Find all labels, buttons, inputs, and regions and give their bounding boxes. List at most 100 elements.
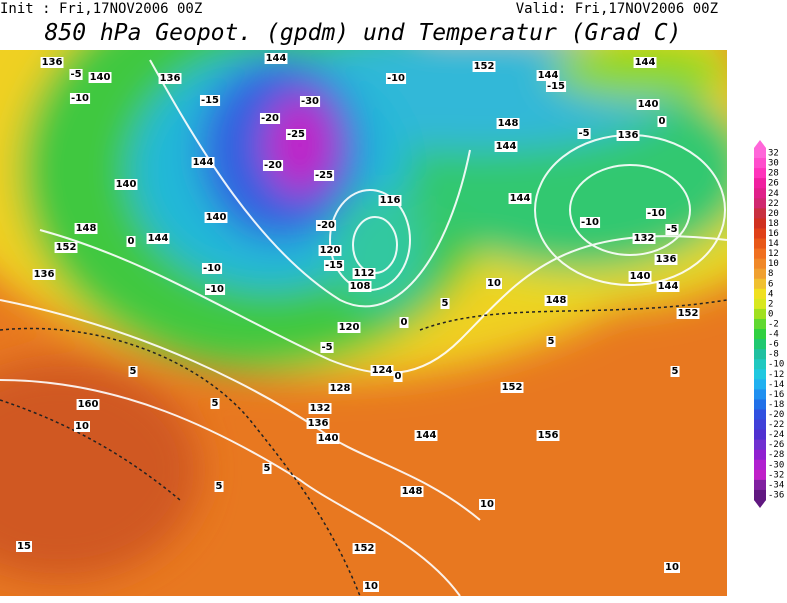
label-bg: [348, 281, 372, 292]
contour-label: 140: [206, 212, 227, 223]
label-bg: [74, 223, 98, 234]
colorbar-swatch: [754, 389, 766, 400]
colorbar-label: 24: [768, 189, 779, 199]
contour-label: 144: [148, 233, 169, 244]
colorbar-label: 30: [768, 159, 779, 169]
label-bg: [544, 295, 568, 306]
contour-label: 5: [212, 398, 219, 409]
colorbar-label: -28: [768, 450, 784, 460]
contour-label: 10: [665, 562, 679, 573]
contour-label: 5: [264, 463, 271, 474]
contour-label: 148: [76, 223, 97, 234]
contour-label: 144: [496, 141, 517, 152]
contour-label: 0: [128, 236, 135, 247]
label-bg: [74, 421, 90, 432]
contour-label: 144: [266, 53, 287, 64]
contour-label: -10: [71, 93, 89, 104]
colorbar-swatch: [754, 278, 766, 290]
label-bg: [440, 298, 450, 309]
contour-label: -10: [206, 284, 224, 295]
contour-label: 148: [498, 118, 519, 129]
contour-label: 140: [90, 72, 111, 83]
colorbar-label: 22: [768, 199, 779, 209]
colorbar-label: 8: [768, 269, 773, 279]
contour-label: 152: [56, 242, 77, 253]
colorbar-label: 12: [768, 249, 779, 259]
colorbar-swatch: [754, 419, 766, 431]
colorbar-label: -10: [768, 360, 784, 370]
contour-label: 136: [160, 73, 181, 84]
colorbar-swatch: [754, 148, 766, 159]
label-bg: [500, 382, 524, 393]
contour-label: 144: [538, 70, 559, 81]
colorbar-label: -22: [768, 420, 784, 430]
colorbar-label: 18: [768, 219, 779, 229]
label-bg: [323, 260, 345, 271]
colorbar-swatch: [754, 218, 766, 229]
contour-label: 140: [638, 99, 659, 110]
contour-label: 120: [339, 322, 360, 333]
label-bg: [262, 463, 272, 474]
label-bg: [414, 430, 438, 441]
label-bg: [393, 371, 403, 382]
contour-label: 144: [416, 430, 437, 441]
colorbar-swatch: [754, 349, 766, 360]
contour-label: 144: [658, 281, 679, 292]
contour-label: -20: [261, 113, 279, 124]
contour-label: 144: [635, 57, 656, 68]
colorbar-label: -16: [768, 390, 784, 400]
label-bg: [204, 284, 226, 295]
contour-label: 10: [75, 421, 89, 432]
contour-label: 5: [672, 366, 679, 377]
contour-label: -10: [203, 263, 221, 274]
label-bg: [352, 543, 376, 554]
contour-label: 160: [78, 399, 99, 410]
contour-label: 116: [380, 195, 401, 206]
colorbar-swatch: [754, 399, 766, 410]
contour-label: 144: [193, 157, 214, 168]
contour-label: 140: [116, 179, 137, 190]
contour-label: 124: [372, 365, 393, 376]
label-bg: [264, 53, 288, 64]
label-bg: [16, 541, 32, 552]
colorbar-cap: [754, 140, 766, 148]
contour-label: -15: [201, 95, 219, 106]
colorbar-label: -18: [768, 400, 784, 410]
contour-label: 120: [320, 245, 341, 256]
colorbar-swatch: [754, 198, 766, 209]
colorbar-label: -4: [768, 330, 779, 340]
label-bg: [299, 96, 321, 107]
colorbar-swatch: [754, 439, 766, 451]
label-bg: [656, 281, 680, 292]
label-bg: [657, 116, 667, 127]
label-bg: [577, 128, 591, 139]
valid-time: Valid: Fri,17NOV2006 00Z: [516, 1, 718, 17]
label-bg: [636, 99, 660, 110]
contour-label: 148: [546, 295, 567, 306]
label-bg: [654, 254, 678, 265]
colorbar-label: 14: [768, 239, 779, 249]
contour-label: 152: [678, 308, 699, 319]
colorbar-swatch: [754, 208, 766, 219]
contour-label: 5: [442, 298, 449, 309]
label-bg: [201, 263, 223, 274]
colorbar-swatch: [754, 258, 766, 270]
label-bg: [128, 366, 138, 377]
contour-label: 10: [480, 499, 494, 510]
label-bg: [363, 581, 379, 592]
contour-label: -5: [578, 128, 589, 139]
colorbar-label: 6: [768, 279, 773, 289]
colorbar-label: -2: [768, 320, 779, 330]
contour-label: 5: [130, 366, 137, 377]
colorbar-cap: [754, 500, 766, 508]
label-bg: [664, 562, 680, 573]
label-bg: [320, 342, 334, 353]
label-bg: [308, 403, 332, 414]
label-bg: [385, 73, 407, 84]
label-bg: [628, 271, 652, 282]
colorbar-label: -32: [768, 470, 784, 480]
contour-label: 5: [548, 336, 555, 347]
colorbar-swatch: [754, 329, 766, 340]
colorbar-swatch: [754, 288, 766, 300]
